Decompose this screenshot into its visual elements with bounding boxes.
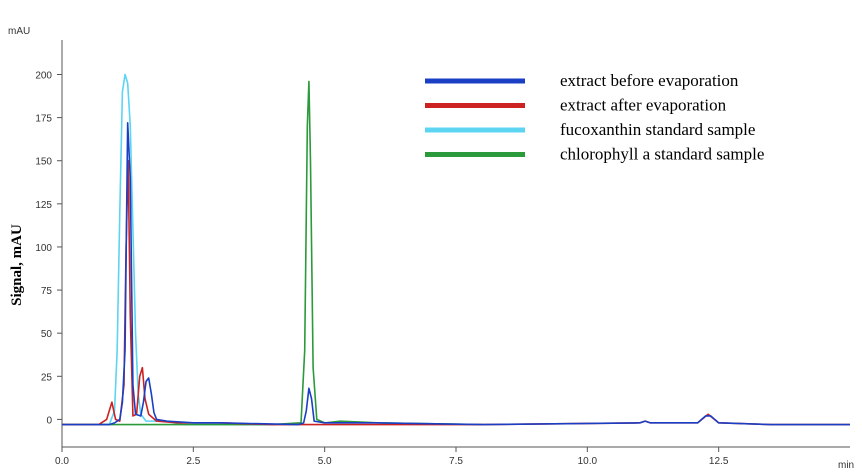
legend-label: extract before evaporation bbox=[560, 71, 739, 90]
y-tick-label: 100 bbox=[35, 243, 52, 254]
series-line bbox=[62, 80, 483, 426]
x-tick-label: 10.0 bbox=[578, 456, 598, 467]
y-tick-label: 150 bbox=[35, 157, 52, 168]
x-unit-label: min bbox=[838, 460, 854, 471]
legend-label: extract after evaporation bbox=[560, 96, 727, 115]
y-axis-label: Signal, mAU bbox=[9, 224, 25, 306]
x-tick-label: 2.5 bbox=[186, 456, 200, 467]
y-tick-label: 50 bbox=[41, 329, 53, 340]
series-line bbox=[62, 73, 299, 426]
y-unit-label: mAU bbox=[8, 26, 30, 37]
legend-label: chlorophyll a standard sample bbox=[560, 145, 764, 164]
y-tick-label: 0 bbox=[46, 415, 52, 426]
x-tick-label: 7.5 bbox=[449, 456, 463, 467]
x-tick-label: 5.0 bbox=[318, 456, 332, 467]
legend-label: fucoxanthin standard sample bbox=[560, 120, 755, 139]
y-tick-label: 75 bbox=[41, 286, 53, 297]
y-tick-label: 125 bbox=[35, 200, 52, 211]
y-tick-label: 25 bbox=[41, 372, 53, 383]
y-tick-label: 200 bbox=[35, 70, 52, 81]
y-tick-label: 175 bbox=[35, 114, 52, 125]
series-line bbox=[62, 159, 850, 426]
x-tick-label: 12.5 bbox=[709, 456, 729, 467]
x-tick-label: 0.0 bbox=[55, 456, 69, 467]
series-line bbox=[62, 121, 850, 426]
